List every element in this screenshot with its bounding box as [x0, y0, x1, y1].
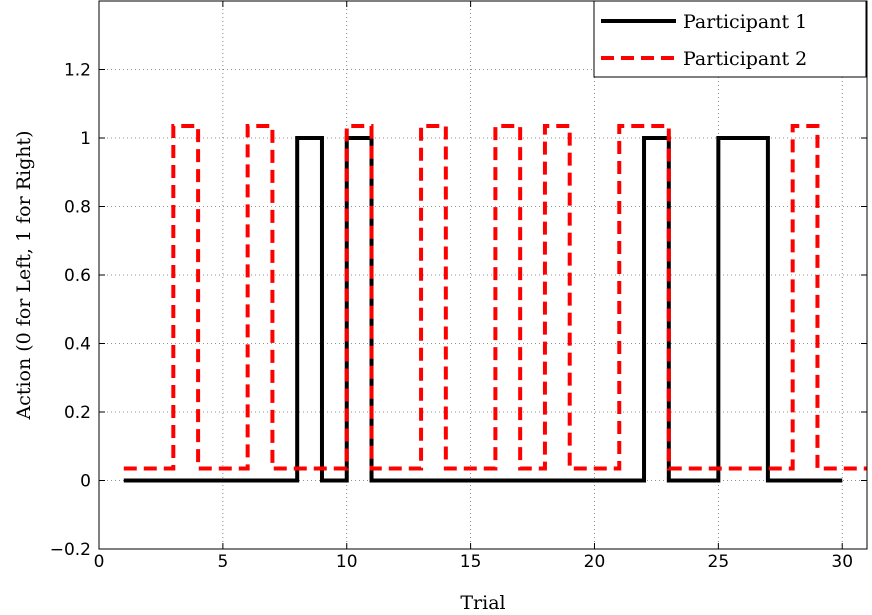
series-line-participant-2 — [123, 124, 867, 471]
legend-box — [593, 0, 867, 78]
series-line-participant-1 — [123, 136, 843, 483]
y-tick-label: 0.6 — [64, 266, 91, 286]
x-tick-label: 25 — [708, 552, 730, 572]
y-tick-label: 0.4 — [64, 335, 91, 355]
y-axis-title: Action (0 for Left, 1 for Right) — [13, 130, 35, 420]
legend-label-participant-2: Participant 2 — [683, 48, 807, 70]
x-tick-label: 0 — [94, 552, 105, 572]
x-tick-label: 15 — [460, 552, 482, 572]
x-tick-label: 20 — [584, 552, 606, 572]
y-tick-label: 1.2 — [64, 61, 91, 81]
x-axis-title: Trial — [460, 592, 505, 614]
x-tick-label: 10 — [336, 552, 358, 572]
x-tick-label: 5 — [217, 552, 228, 572]
y-tick-label: 1 — [80, 129, 91, 149]
tick-labels: 0 5 10 15 20 25 30−0.200.20.40.60.811.2 — [50, 61, 853, 573]
y-tick-label: 0.2 — [64, 403, 91, 423]
legend-label-participant-1: Participant 1 — [683, 11, 807, 33]
ticks — [98, 1, 867, 550]
y-tick-label: 0.8 — [64, 198, 91, 218]
series-layer — [123, 124, 867, 483]
x-tick-label: 30 — [831, 552, 853, 572]
y-tick-label: 0 — [80, 472, 91, 492]
legend: Participant 1 Participant 2 — [593, 0, 867, 78]
y-tick-label: −0.2 — [50, 540, 91, 560]
